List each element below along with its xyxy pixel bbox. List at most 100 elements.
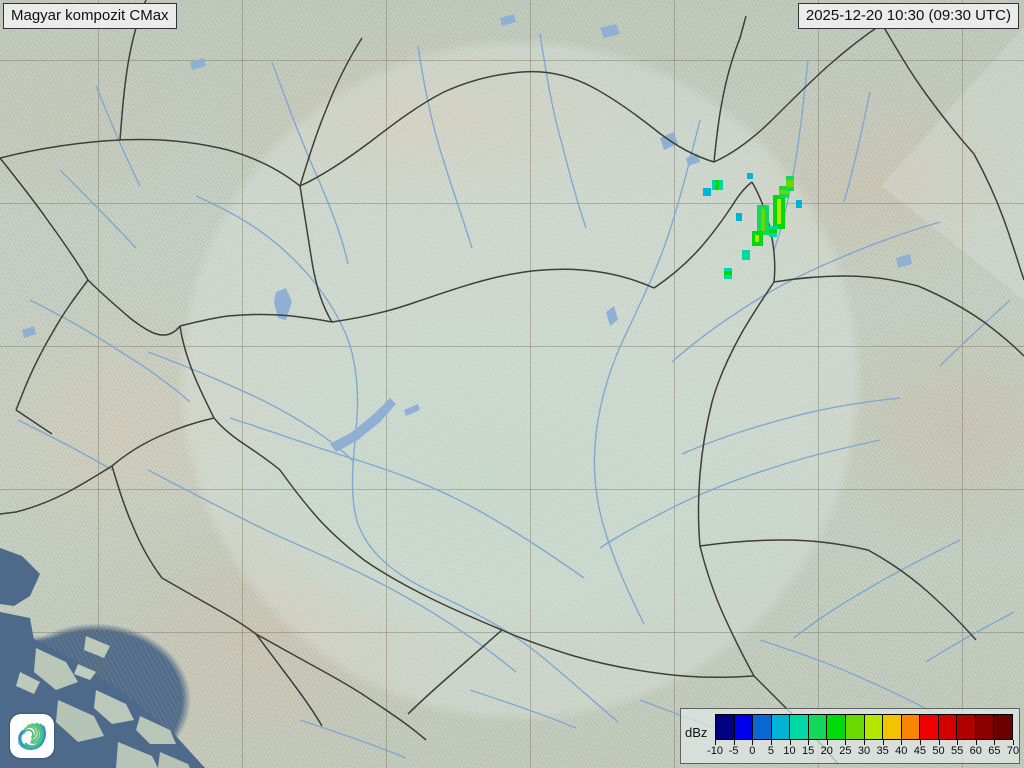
radar-echo-pixel bbox=[750, 173, 753, 176]
colorbar-tick-label: -5 bbox=[728, 745, 739, 757]
radar-echo-pixel bbox=[747, 173, 750, 176]
radar-echo-pixel bbox=[727, 268, 732, 272]
radar-echo-pixel bbox=[718, 184, 723, 190]
radar-echo-pixel bbox=[799, 200, 802, 204]
radar-echo-pixel bbox=[757, 223, 761, 228]
radar-echo-pixel bbox=[724, 274, 728, 279]
colorbar-tick-label: 40 bbox=[895, 745, 908, 757]
colorbar-tick bbox=[845, 740, 847, 745]
colorbar-tick-label: 70 bbox=[1006, 745, 1020, 757]
radar-echo-pixel bbox=[747, 176, 750, 179]
radar-echo-pixel bbox=[769, 232, 773, 237]
radar-echo-pixel bbox=[779, 190, 784, 194]
colorbar-tick-label: 0 bbox=[749, 745, 756, 757]
colorbar-band-9 bbox=[883, 715, 902, 739]
colorbar-tick bbox=[975, 740, 977, 745]
radar-echo-pixel bbox=[724, 268, 728, 272]
colorbar-tick-label: 35 bbox=[876, 745, 889, 757]
dbz-unit-label: dBz bbox=[685, 725, 708, 740]
colorbar-tick bbox=[957, 740, 959, 745]
radar-echo-pixel bbox=[790, 183, 794, 187]
colorbar-band-15 bbox=[994, 715, 1012, 739]
radar-echo-pixel bbox=[777, 211, 781, 217]
radar-echo-pixel bbox=[796, 200, 799, 204]
spiral-logo-icon bbox=[18, 722, 46, 750]
radar-echo-pixel bbox=[758, 231, 763, 235]
radar-echo-pixel bbox=[783, 190, 789, 194]
radar-echo-pixel bbox=[752, 231, 756, 235]
colorbar-band-0 bbox=[716, 715, 735, 739]
radar-echo-pixel bbox=[758, 234, 763, 239]
radar-echo-pixel bbox=[765, 205, 769, 209]
radar-echo-pixel bbox=[765, 220, 769, 224]
radar-echo-pixel bbox=[736, 216, 739, 221]
radar-echo-pixel bbox=[783, 194, 789, 198]
radar-echo-pixel bbox=[773, 226, 777, 230]
radar-echo-pixel bbox=[781, 203, 785, 209]
colorbar-band-6 bbox=[827, 715, 846, 739]
radar-echo-pixel bbox=[703, 188, 707, 192]
colorbar-tick-label: 10 bbox=[783, 745, 796, 757]
radar-echo-pixel bbox=[786, 183, 790, 187]
colorbar-tick bbox=[789, 740, 791, 745]
radar-echo-pixel bbox=[715, 180, 720, 185]
radar-echo-pixel bbox=[781, 211, 785, 217]
colorbar-tick-label: 5 bbox=[767, 745, 774, 757]
radar-echo-pixel bbox=[786, 186, 790, 191]
radar-echo-pixel bbox=[773, 211, 777, 217]
dbz-colorbar-legend: dBz -10 -5 0 5 10 15 20 25 30 35 40 45 50 55 60 65 70 bbox=[680, 708, 1020, 764]
colorbar-tick-label: 50 bbox=[932, 745, 945, 757]
colorbar-tick bbox=[826, 740, 828, 745]
radar-echo-pixel bbox=[765, 212, 769, 217]
radar-echo-pixel bbox=[752, 241, 756, 246]
radar-echo-pixel bbox=[757, 212, 761, 217]
colorbar-tick bbox=[770, 740, 772, 745]
radar-echo-pixel bbox=[739, 213, 742, 217]
radar-echo-pixel bbox=[736, 213, 739, 217]
radar-echo-pixel bbox=[706, 191, 711, 196]
colorbar-tick bbox=[938, 740, 940, 745]
radar-echo-pixel bbox=[712, 184, 716, 190]
colorbar-tick-label: 30 bbox=[857, 745, 871, 757]
radar-echo-pixel bbox=[796, 203, 799, 208]
radar-echo-pixel bbox=[765, 231, 769, 236]
radar-echo-pixel bbox=[790, 176, 794, 180]
radar-echo-pixel bbox=[777, 215, 781, 221]
radar-echo-pixel bbox=[703, 191, 707, 196]
radar-echo-pixel bbox=[761, 216, 765, 221]
radar-echo-pixel bbox=[777, 223, 781, 229]
colorbar-band-3 bbox=[771, 715, 791, 739]
colorbar-band-14 bbox=[975, 715, 995, 739]
colorbar-tick-label: 15 bbox=[802, 745, 815, 757]
radar-echo-pixel bbox=[727, 274, 732, 279]
colorbar-tick bbox=[808, 740, 810, 745]
colorbar-tick bbox=[715, 740, 716, 745]
colorbar-tick bbox=[752, 740, 754, 745]
colorbar-tick bbox=[864, 740, 865, 745]
radar-echo-pixel bbox=[752, 238, 756, 242]
radar-echo-pixel bbox=[755, 241, 760, 246]
colorbar-band-11 bbox=[920, 715, 939, 739]
radar-echo-pixel bbox=[757, 227, 761, 232]
river-layer bbox=[17, 33, 1015, 759]
radar-echo-pixel bbox=[777, 219, 781, 225]
colorbar-band-5 bbox=[808, 715, 828, 739]
colorbar-band-4 bbox=[790, 715, 809, 739]
radar-echo-pixel bbox=[781, 199, 785, 205]
radar-echo-pixel bbox=[769, 226, 773, 230]
radar-echo-pixel bbox=[786, 179, 790, 184]
radar-echo-pixel bbox=[777, 203, 781, 209]
radar-echo-pixel bbox=[757, 208, 761, 213]
radar-echo-pixel bbox=[757, 220, 761, 224]
radar-echo-pixel bbox=[715, 184, 720, 190]
colorbar-tick-label: 60 bbox=[969, 745, 982, 757]
radar-echo-pixel bbox=[769, 229, 773, 234]
hungaromet-logo[interactable] bbox=[10, 714, 54, 758]
product-title: Magyar kompozit CMax bbox=[3, 3, 177, 29]
radar-echo-pixel bbox=[777, 199, 781, 205]
radar-echo-pixel bbox=[761, 205, 765, 209]
radar-echo-pixel bbox=[761, 220, 765, 224]
colorbar-band-2 bbox=[753, 715, 772, 739]
